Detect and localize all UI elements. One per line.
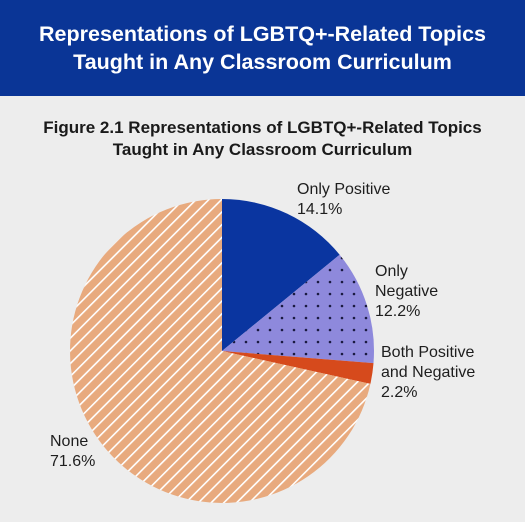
slice-label-text: Both Positive [381,344,475,361]
banner-title-line-1: Representations of LGBTQ+-Related Topics [39,22,486,46]
slice-label-text: Negative [375,283,439,300]
slice-label-text: and Negative [381,364,476,381]
slice-label-only-negative: Only Negative 12.2% [375,262,438,322]
pie-slice-both [222,351,374,384]
slice-label-text: Only [375,263,408,280]
slice-value-text: 14.1% [297,201,343,218]
pie-slice-none [70,199,371,504]
slice-label-only-positive: Only Positive 14.1% [297,180,390,220]
slice-label-both: Both Positive and Negative 2.2% [381,343,475,403]
chart-title-line-2: Taught in Any Classroom Curriculum [112,140,413,159]
slice-value-text: 12.2% [375,303,421,320]
chart-title: Figure 2.1 Representations of LGBTQ+-Rel… [0,117,525,161]
slice-label-text: Only Positive [297,181,391,198]
slice-value-text: 71.6% [50,453,96,470]
slice-value-text: 2.2% [381,384,418,401]
slice-label-none: None 71.6% [50,432,95,472]
slice-label-text: None [50,433,89,450]
pie-slice-only-positive [222,199,340,351]
pie-slice-only-negative [222,254,374,364]
header-banner: Representations of LGBTQ+-Related Topics… [0,0,525,96]
chart-title-line-1: Figure 2.1 Representations of LGBTQ+-Rel… [43,118,482,137]
banner-title-line-2: Taught in Any Classroom Curriculum [73,50,452,74]
